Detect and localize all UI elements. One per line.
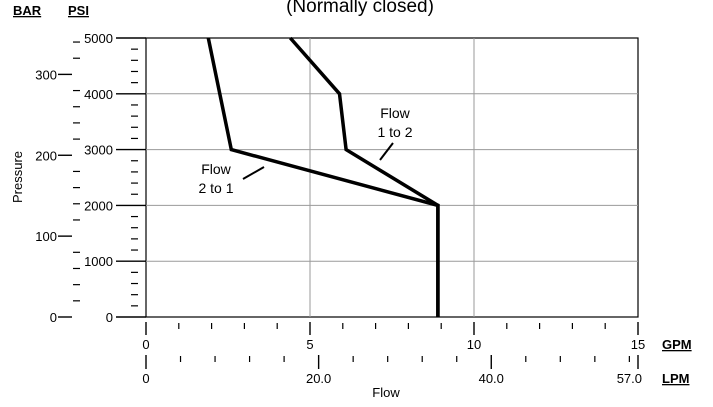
series-leader-flow-2-to-1 (242, 166, 265, 180)
series-label-flow-1-to-2-line1: Flow (380, 105, 410, 121)
bar-tick-label: 100 (35, 229, 57, 244)
bottom-axes: 0 5 10 15 0 20.0 40.0 57.0 (142, 322, 645, 386)
y-unit-psi-label: PSI (68, 3, 89, 18)
grid-lines (146, 38, 638, 317)
chart-title: (Normally closed) (286, 0, 434, 17)
series-label-flow-2-to-1-line1: Flow (201, 161, 231, 177)
bar-tick-label: 0 (50, 310, 57, 325)
psi-tick-label: 5000 (84, 31, 113, 46)
psi-tick-label: 1000 (84, 254, 113, 269)
psi-tick-label: 3000 (84, 143, 113, 158)
psi-tick-label: 0 (106, 310, 113, 325)
series-lines (206, 36, 440, 317)
bar-tick-label: 200 (35, 148, 57, 163)
psi-tick-label: 2000 (84, 198, 113, 213)
x-unit-lpm-label: LPM (662, 371, 689, 386)
series-label-flow-1-to-2-line2: 1 to 2 (377, 124, 412, 140)
gpm-tick-label: 10 (467, 337, 481, 352)
series-label-flow-2-to-1-line2: 2 to 1 (198, 180, 233, 196)
x-axis-title: Flow (372, 385, 400, 400)
psi-tick-label: 4000 (84, 87, 113, 102)
lpm-tick-label: 40.0 (479, 371, 504, 386)
series-leader-flow-1-to-2 (379, 142, 394, 161)
lpm-tick-label: 0 (142, 371, 149, 386)
lpm-tick-label: 20.0 (306, 371, 331, 386)
series-line-flow-1-to-2 (288, 36, 440, 317)
bar-tick-label: 300 (35, 67, 57, 82)
gpm-tick-label: 15 (631, 337, 645, 352)
series-line-flow-2-to-1 (206, 37, 440, 317)
x-unit-gpm-label: GPM (662, 337, 692, 352)
gpm-tick-label: 0 (142, 337, 149, 352)
y-axis-title: Pressure (10, 151, 25, 203)
plot-frame (145, 37, 639, 318)
y-unit-bar-label: BAR (13, 3, 42, 18)
gpm-tick-label: 5 (306, 337, 313, 352)
lpm-tick-label: 57.0 (617, 371, 642, 386)
left-axes: 0 1000 2000 3000 4000 5000 0 100 200 300 (35, 31, 146, 325)
